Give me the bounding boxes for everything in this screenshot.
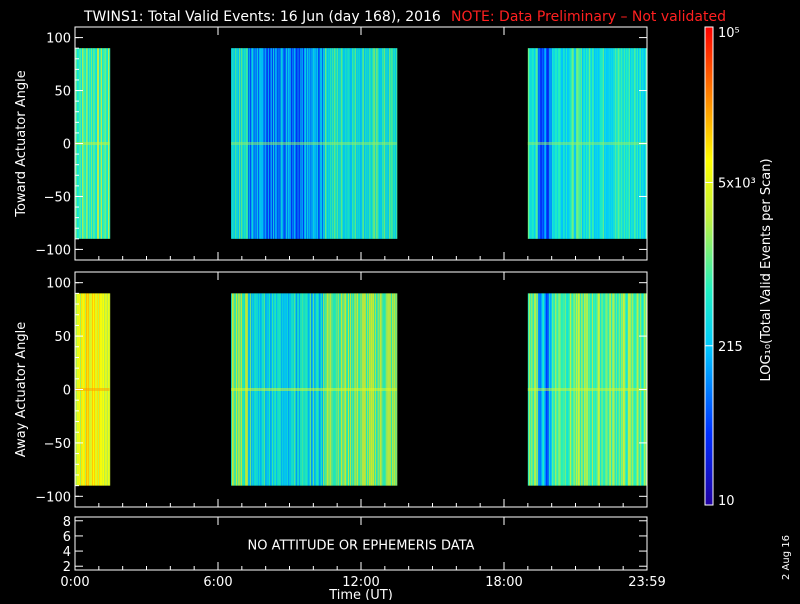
y-tick-label: −50 [44,190,71,205]
x-tick-label: 12:00 [342,575,379,590]
colorbar-tick-label: 215 [718,340,743,355]
y-tick-label: −100 [35,490,71,505]
x-tick-label: 6:00 [203,575,232,590]
y-tick-label: 50 [54,330,71,345]
panel-frame [74,271,648,508]
colorbar-tick-label: 5x10³ [718,176,756,191]
no-data-message: NO ATTITUDE OR EPHEMERIS DATA [248,539,475,554]
data-segment-2 [527,293,648,486]
y-tick-label: 50 [54,85,71,100]
y-tick-label: 6 [63,530,71,545]
y-axis-label: Away Actuator Angle [14,322,29,457]
x-tick-label: 23:59 [628,575,665,590]
panel-frame [74,26,648,261]
y-tick-label: 100 [46,277,71,292]
y-tick-label: −50 [44,437,71,452]
preliminary-note: NOTE: Data Preliminary – Not validated [451,9,726,25]
data-segment-1 [231,48,398,239]
colorbar-label: LOG₁₀(Total Valid Events per Scan) [759,158,774,381]
zero-angle-band [231,142,397,145]
away-angle-panel: 100 50 0 −50 −100 Away Actuator Angle [14,271,648,508]
y-tick-label: 4 [63,545,71,560]
heat-column [109,293,111,486]
colorbar-gradient [705,27,713,505]
zero-angle-band [231,388,397,391]
x-tick-label: 18:00 [485,575,522,590]
date-stamp: 2 Aug 16 [781,535,792,580]
colorbar-tick-label: 10 [718,494,735,509]
y-tick-label: 2 [63,560,71,575]
zero-angle-band [75,388,110,391]
colorbar: 10 215 5x10³ 10⁵ [704,26,756,509]
y-tick-label: 8 [63,515,71,530]
x-axis-label: Time (UT) [328,588,393,600]
toward-angle-panel: 100 50 0 −50 −100 Toward Actuator Angle [14,26,648,261]
heat-column [109,48,111,239]
zero-angle-band [527,142,647,145]
data-segment-2 [527,48,648,239]
y-tick-label: 0 [63,384,71,399]
data-segment-1 [231,293,398,486]
colorbar-tick-label: 10⁵ [718,26,740,41]
y-axis-label: Toward Actuator Angle [14,70,29,217]
y-tick-label: 0 [63,138,71,153]
zero-angle-band [75,142,110,145]
y-tick-label: −100 [35,243,71,258]
x-tick-label: 0:00 [60,575,89,590]
y-tick-label: 100 [46,32,71,47]
zero-angle-band [527,388,647,391]
figure-title: TWINS1: Total Valid Events: 16 Jun (day … [83,9,441,25]
panel-frame [74,516,648,571]
